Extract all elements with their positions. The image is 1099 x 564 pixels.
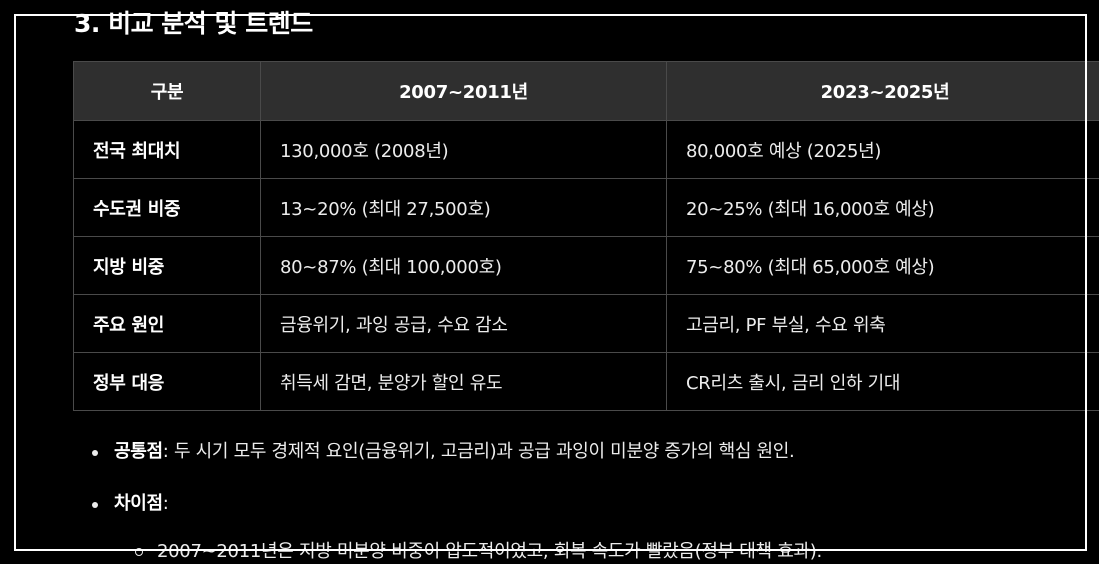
comparison-table: 구분 2007~2011년 2023~2025년 전국 최대치 130,000호… [73,61,1099,411]
bullet-text: : 두 시기 모두 경제적 요인(금융위기, 고금리)과 공급 과잉이 미분양 … [162,441,795,462]
bullet-dot-icon [92,450,98,456]
row-label: 지방 비중 [73,236,261,295]
row-label: 전국 최대치 [73,120,261,179]
sub-list-item: 2007~2011년은 지방 미분양 비중이 압도적이었고, 회복 속도가 빨랐… [135,537,822,563]
list-item: 차이점: [92,489,794,519]
header-period-2007-2011: 2007~2011년 [260,61,667,121]
table-cell: 80~87% (최대 100,000호) [260,236,667,295]
table-cell: 고금리, PF 부실, 수요 위축 [666,294,1099,353]
table-header-row: 구분 2007~2011년 2023~2025년 [73,61,1099,121]
header-period-2023-2025: 2023~2025년 [666,61,1099,121]
table-row: 수도권 비중 13~20% (최대 27,500호) 20~25% (최대 16… [73,178,1099,237]
bullet-list: 공통점: 두 시기 모두 경제적 요인(금융위기, 고금리)과 공급 과잉이 미… [92,437,795,541]
list-item: 공통점: 두 시기 모두 경제적 요인(금융위기, 고금리)과 공급 과잉이 미… [92,437,795,467]
table-row: 지방 비중 80~87% (최대 100,000호) 75~80% (최대 65… [73,236,1099,295]
bullet-label: 공통점 [114,441,163,462]
table-cell: 금융위기, 과잉 공급, 수요 감소 [260,294,667,353]
table-cell: 취득세 감면, 분양가 할인 유도 [260,352,667,411]
hollow-bullet-icon [135,548,143,556]
table-row: 전국 최대치 130,000호 (2008년) 80,000호 예상 (2025… [73,120,1099,179]
table-cell: 130,000호 (2008년) [260,120,667,179]
sub-bullet-text: 2007~2011년은 지방 미분양 비중이 압도적이었고, 회복 속도가 빨랐… [157,541,822,562]
table-row: 주요 원인 금융위기, 과잉 공급, 수요 감소 고금리, PF 부실, 수요 … [73,294,1099,353]
section-heading: 3. 비교 분석 및 트렌드 [74,9,313,38]
header-category: 구분 [73,61,261,121]
bullet-text: : [162,493,169,514]
table-cell: 13~20% (최대 27,500호) [260,178,667,237]
comparison-table-container: 구분 2007~2011년 2023~2025년 전국 최대치 130,000호… [73,61,1099,411]
row-label: 정부 대응 [73,352,261,411]
row-label: 주요 원인 [73,294,261,353]
bullet-label: 차이점 [114,493,163,514]
table-cell: CR리츠 출시, 금리 인하 기대 [666,352,1099,411]
table-cell: 80,000호 예상 (2025년) [666,120,1099,179]
table-cell: 20~25% (최대 16,000호 예상) [666,178,1099,237]
table-row: 정부 대응 취득세 감면, 분양가 할인 유도 CR리츠 출시, 금리 인하 기… [73,352,1099,411]
row-label: 수도권 비중 [73,178,261,237]
table-cell: 75~80% (최대 65,000호 예상) [666,236,1099,295]
bullet-dot-icon [92,502,98,508]
